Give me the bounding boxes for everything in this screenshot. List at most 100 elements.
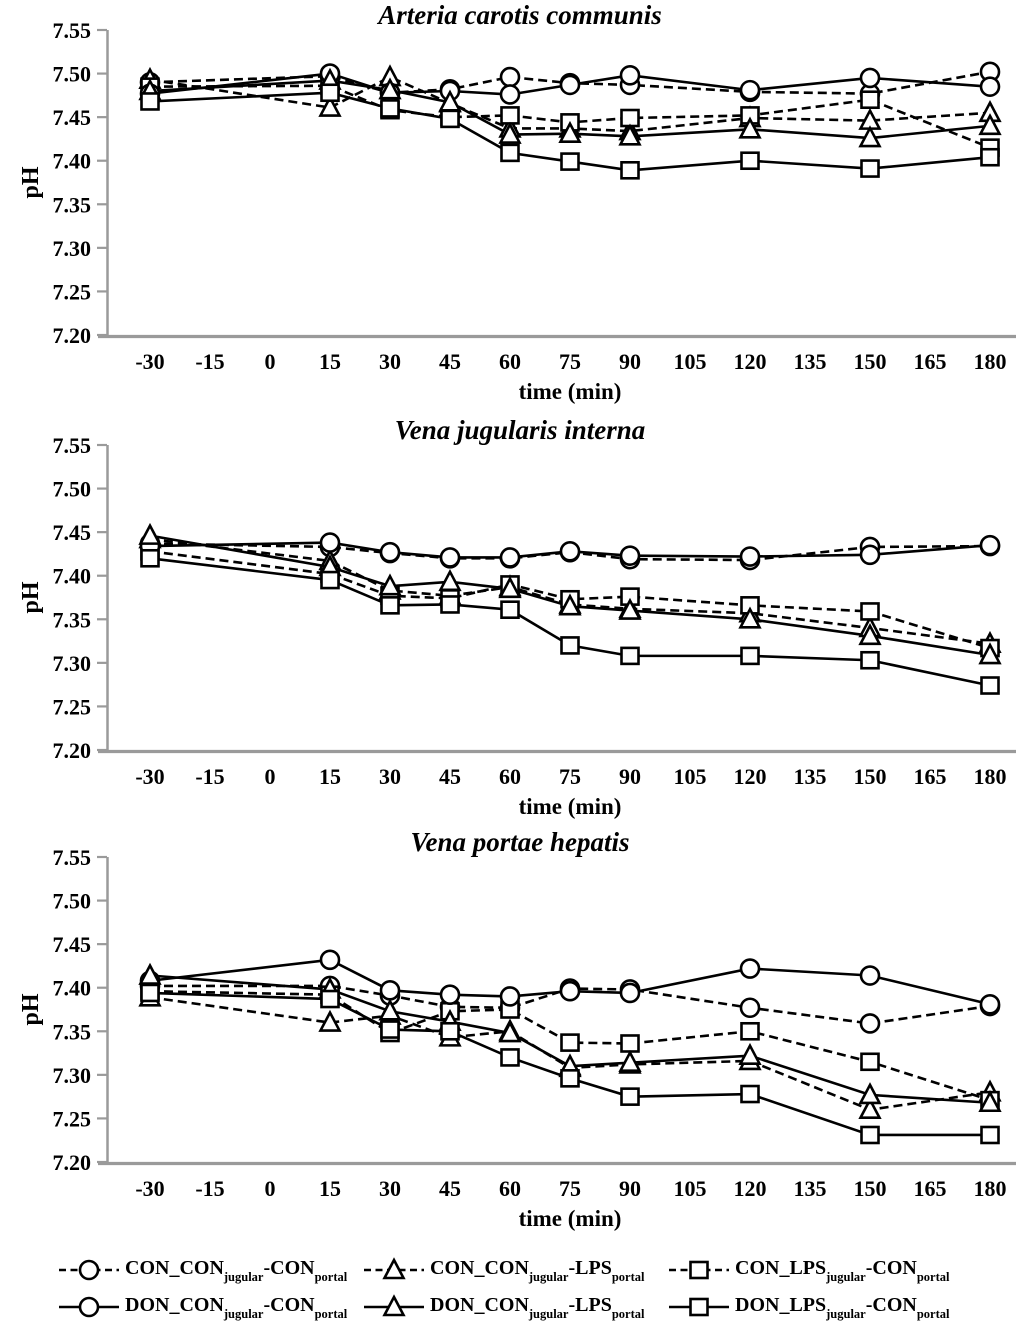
series-line-DON_LPS_jugular-CON_portal — [149, 991, 990, 1137]
x-tick-label: 150 — [854, 1176, 887, 1201]
marker-square-DON_LPS_jugular-CON_portal — [860, 159, 880, 178]
x-tick-label: 165 — [914, 349, 947, 374]
legend-label-CON_CON_jugular-LPS_portal: CON_CONjugular-LPSportal — [430, 1256, 645, 1284]
legend-row-2: DON_CONjugular-CONportal DON_CONjugular-L… — [0, 1288, 1024, 1325]
legend-marker-triangle-icon — [382, 1293, 406, 1316]
marker-triangle-DON_CON_jugular-LPS_portal — [618, 1049, 642, 1072]
y-axis-label: pH — [18, 993, 44, 1025]
x-tick-label: -30 — [135, 764, 164, 789]
x-tick-label: -30 — [135, 1176, 164, 1201]
x-tick-label: 120 — [734, 349, 767, 374]
y-tick-label: 7.30 — [53, 236, 92, 261]
series-line-DON_CON_jugular-LPS_portal — [149, 974, 991, 1105]
marker-square-DON_LPS_jugular-CON_portal — [320, 989, 340, 1009]
y-tick-label: 7.35 — [53, 607, 92, 632]
x-tick-label: 15 — [319, 1176, 341, 1201]
marker-square-DON_LPS_jugular-CON_portal — [620, 161, 640, 180]
series-line-CON_CON_jugular-LPS_portal — [149, 996, 991, 1112]
legend-marker-square-icon — [689, 1260, 709, 1279]
marker-square-DON_LPS_jugular-CON_portal — [740, 646, 760, 666]
marker-circle-DON_CON_jugular-CON_portal — [559, 541, 581, 562]
marker-square-DON_LPS_jugular-CON_portal — [380, 1020, 400, 1039]
x-tick-label: 135 — [794, 1176, 827, 1201]
legend-item-CON_CON_jugular-CON_portal: CON_CONjugular-CONportal — [57, 1257, 362, 1284]
x-tick-label: 105 — [674, 764, 707, 789]
marker-triangle-DON_CON_jugular-LPS_portal — [978, 1089, 1002, 1113]
marker-circle-DON_CON_jugular-CON_portal — [619, 545, 641, 566]
y-tick-label: 7.20 — [53, 1150, 92, 1175]
series-line-CON_LPS_jugular-CON_portal — [149, 550, 991, 650]
marker-square-DON_LPS_jugular-CON_portal — [560, 152, 580, 171]
legend-label-DON_LPS_jugular-CON_portal: DON_LPSjugular-CONportal — [735, 1293, 950, 1321]
legend-marker-circle-icon — [78, 1296, 100, 1317]
marker-triangle-CON_CON_jugular-LPS_portal — [318, 94, 342, 117]
series-line-DON_CON_jugular-CON_portal — [149, 541, 991, 559]
marker-circle-DON_CON_jugular-CON_portal — [319, 949, 341, 971]
marker-triangle-DON_CON_jugular-LPS_portal — [498, 121, 522, 144]
x-tick-label: 165 — [914, 1176, 947, 1201]
marker-square-DON_LPS_jugular-CON_portal — [140, 548, 160, 568]
marker-square-DON_LPS_jugular-CON_portal — [140, 92, 160, 111]
marker-square-DON_LPS_jugular-CON_portal — [140, 983, 160, 1003]
chart-title-arteria-carotis-communis: Arteria carotis communis — [376, 0, 662, 30]
legend-label-DON_CON_jugular-CON_portal: DON_CONjugular-CONportal — [125, 1293, 348, 1321]
x-tick-label: 75 — [559, 1176, 581, 1201]
y-axis-label: pH — [18, 581, 44, 613]
marker-square-DON_LPS_jugular-CON_portal — [440, 1021, 460, 1041]
x-tick-label: 180 — [974, 764, 1007, 789]
series-line-CON_CON_jugular-CON_portal — [150, 984, 991, 1025]
marker-circle-DON_CON_jugular-CON_portal — [739, 958, 761, 979]
y-tick-label: 7.25 — [53, 279, 92, 304]
legend-label-DON_CON_jugular-LPS_portal: DON_CONjugular-LPSportal — [430, 1293, 645, 1321]
series-line-CON_LPS_jugular-CON_portal — [149, 84, 991, 149]
marker-square-DON_LPS_jugular-CON_portal — [380, 99, 400, 118]
marker-square-DON_LPS_jugular-CON_portal — [980, 147, 1000, 167]
marker-square-DON_LPS_jugular-CON_portal — [860, 650, 880, 670]
marker-circle-DON_CON_jugular-CON_portal — [559, 980, 581, 1002]
series-line-CON_CON_jugular-CON_portal — [149, 542, 991, 562]
chart-title-vena-jugularis-interna: Vena jugularis interna — [395, 415, 646, 445]
y-tick-label: 7.40 — [53, 564, 92, 589]
x-tick-label: 0 — [265, 764, 276, 789]
x-tick-label: 15 — [319, 349, 341, 374]
marker-circle-CON_CON_jugular-CON_portal — [739, 997, 761, 1019]
y-tick-label: 7.40 — [53, 149, 92, 174]
marker-square-DON_LPS_jugular-CON_portal — [320, 83, 340, 103]
marker-triangle-DON_CON_jugular-LPS_portal — [978, 113, 1002, 136]
marker-square-DON_LPS_jugular-CON_portal — [560, 636, 580, 655]
x-tick-label: 180 — [974, 349, 1007, 374]
x-tick-label: -30 — [135, 349, 164, 374]
marker-square-DON_LPS_jugular-CON_portal — [740, 1084, 760, 1104]
legend-dashed-circle-sample-icon — [59, 1259, 119, 1280]
x-tick-label: 45 — [439, 1176, 461, 1201]
series-line-DON_LPS_jugular-CON_portal — [149, 556, 991, 687]
marker-square-DON_LPS_jugular-CON_portal — [440, 109, 460, 129]
y-tick-label: 7.30 — [53, 651, 92, 676]
y-tick-label: 7.25 — [53, 694, 92, 719]
marker-square-DON_LPS_jugular-CON_portal — [440, 595, 460, 614]
legend-item-CON_LPS_jugular-CON_portal: CON_LPSjugular-CONportal — [667, 1257, 967, 1284]
marker-circle-DON_CON_jugular-CON_portal — [619, 982, 641, 1004]
chart-title-vena-portae-hepatis: Vena portae hepatis — [410, 827, 629, 857]
y-tick-label: 7.30 — [53, 1063, 92, 1088]
x-tick-label: 45 — [439, 764, 461, 789]
y-tick-label: 7.35 — [53, 192, 92, 217]
marker-circle-DON_CON_jugular-CON_portal — [979, 76, 1001, 97]
chart-block-arteria-carotis: Arteria carotis communis 7.55 7.50 7.45 7.40… — [0, 0, 1024, 415]
x-tick-label: 30 — [379, 349, 401, 374]
marker-triangle-DON_CON_jugular-LPS_portal — [618, 123, 642, 146]
y-tick-label: 7.50 — [53, 477, 92, 502]
x-tick-label: 75 — [559, 349, 581, 374]
marker-triangle-CON_CON_jugular-LPS_portal — [858, 1096, 882, 1120]
marker-circle-DON_CON_jugular-CON_portal — [739, 79, 761, 101]
y-tick-label: 7.55 — [53, 845, 92, 870]
x-tick-label: 30 — [379, 764, 401, 789]
legend-item-DON_LPS_jugular-CON_portal: DON_LPSjugular-CONportal — [667, 1293, 967, 1321]
marker-triangle-DON_CON_jugular-LPS_portal — [378, 77, 402, 100]
x-tick-label: 75 — [559, 764, 581, 789]
marker-circle-CON_CON_jugular-CON_portal — [859, 1013, 881, 1034]
x-axis-label: time (min) — [519, 1206, 622, 1231]
x-tick-label: 135 — [794, 349, 827, 374]
x-tick-label: 90 — [619, 764, 641, 789]
